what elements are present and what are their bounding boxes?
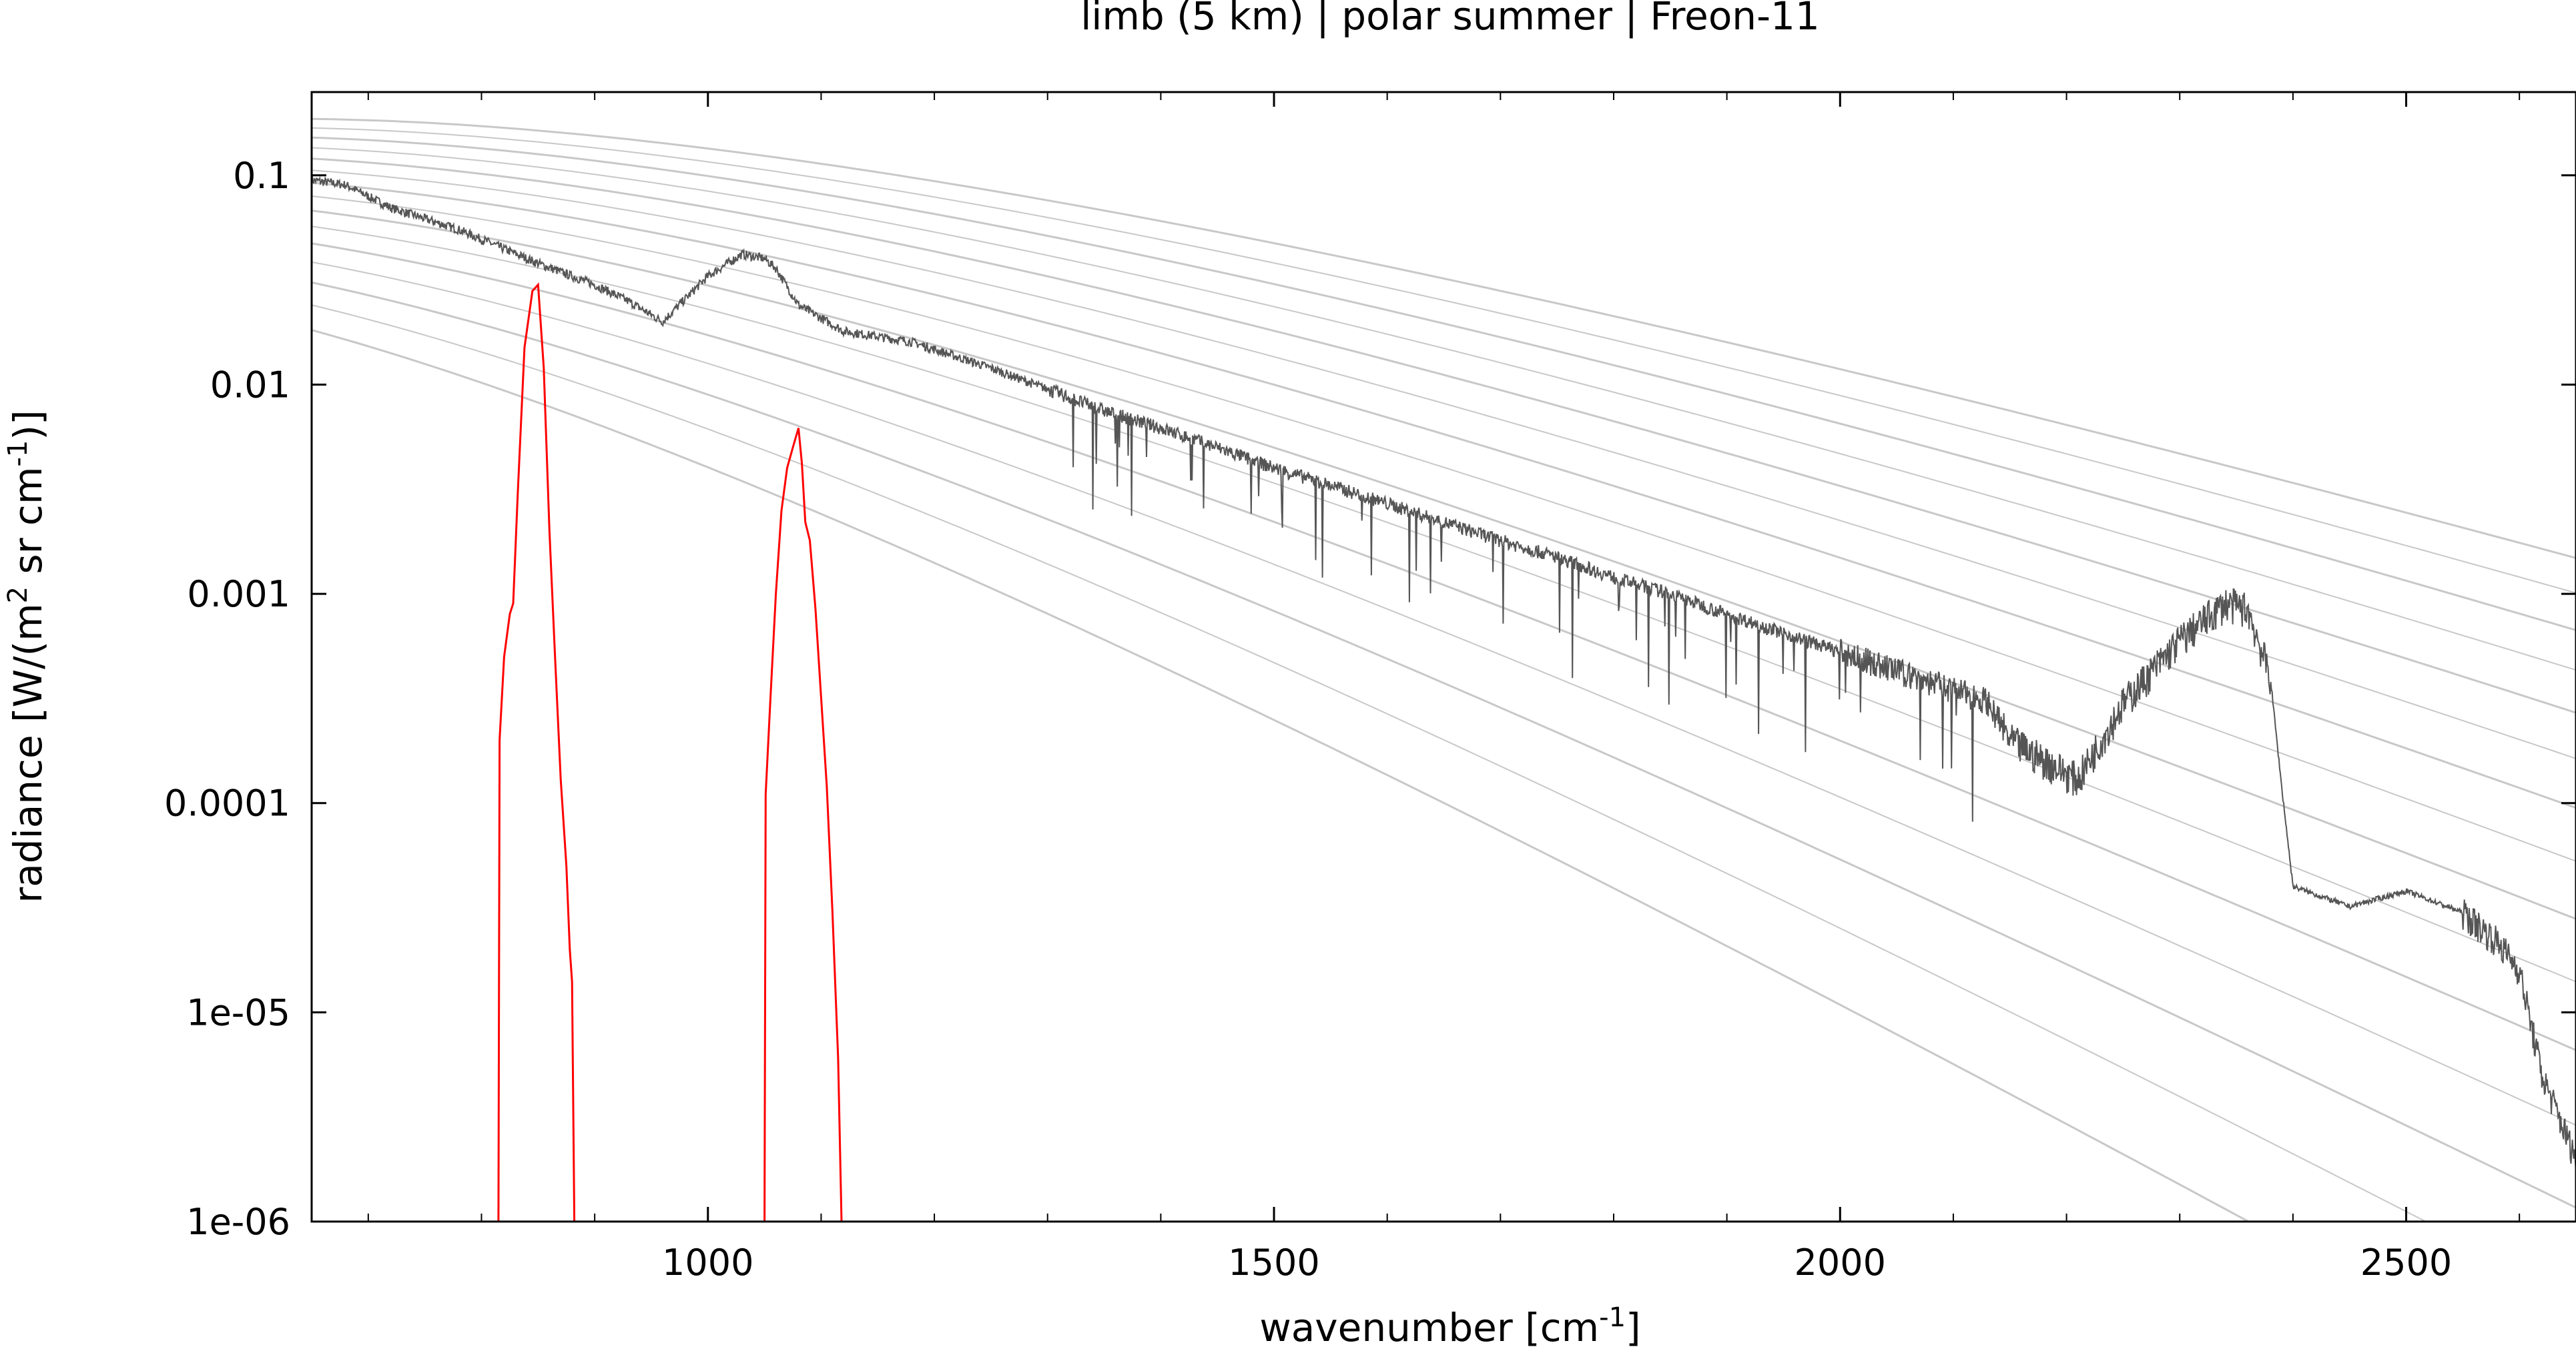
total-radiance-series — [312, 175, 2576, 1170]
planck-curve-230 — [312, 225, 2576, 983]
y-tick-label: 1e-05 — [186, 991, 290, 1033]
x-axis-ticks: 1000 1500 2000 2500 — [367, 92, 2521, 1284]
planck-curve-270 — [312, 169, 2576, 759]
planck-reference-curves — [312, 117, 2576, 1222]
planck-curve-310 — [312, 127, 2576, 594]
x-tick-label: 2000 — [1795, 1242, 1886, 1284]
freon11-band-2 — [763, 428, 843, 1222]
freon11-band-1 — [497, 282, 576, 1222]
planck-curve-210 — [312, 261, 2576, 1126]
planck-curve-300 — [312, 136, 2576, 632]
y-tick-label: 0.0001 — [164, 783, 290, 825]
chart-title: limb (5 km) | polar summer | Freon-11 — [1080, 0, 1820, 39]
planck-curve-250 — [312, 195, 2576, 862]
x-axis-title: wavenumber [cm-1] — [1259, 1302, 1640, 1350]
planck-curve-200 — [312, 281, 2576, 1209]
planck-curve-240 — [312, 209, 2576, 920]
y-tick-label: 0.01 — [210, 364, 290, 406]
y-tick-label: 0.001 — [187, 573, 290, 615]
planck-curve-180 — [312, 329, 2251, 1222]
plot-frame — [310, 91, 2576, 1223]
x-tick-label: 1500 — [1228, 1242, 1319, 1284]
planck-curve-320 — [312, 117, 2576, 559]
planck-curve-190 — [312, 304, 2428, 1222]
y-axis-ticks: 0.1 0.01 0.001 0.0001 1e-05 1e-06 — [164, 155, 2576, 1243]
planck-curve-260 — [312, 181, 2576, 809]
freon11-contribution-series — [497, 282, 843, 1222]
x-tick-label: 1000 — [662, 1242, 753, 1284]
y-tick-label: 0.1 — [233, 155, 290, 197]
total-radiance-line — [312, 175, 2576, 1170]
planck-curve-220 — [312, 242, 2576, 1051]
planck-curve-290 — [312, 147, 2576, 671]
y-axis-title: radiance [W/(m2 sr cm-1)] — [3, 410, 51, 903]
planck-curve-280 — [312, 157, 2576, 714]
x-tick-label: 2500 — [2360, 1242, 2452, 1284]
y-tick-label: 1e-06 — [186, 1201, 290, 1243]
